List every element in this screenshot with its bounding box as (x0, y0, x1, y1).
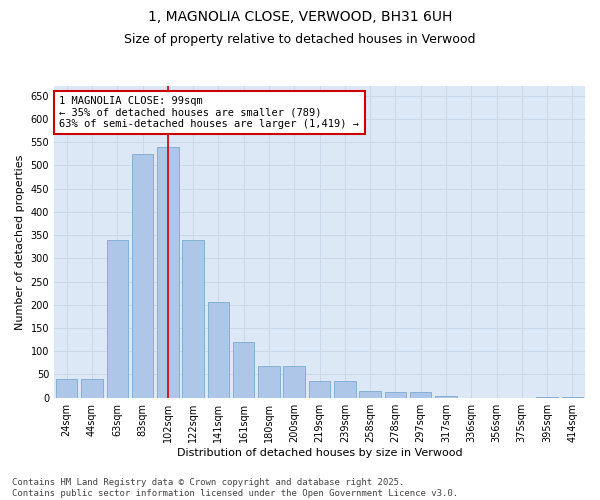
Y-axis label: Number of detached properties: Number of detached properties (15, 154, 25, 330)
Text: Contains HM Land Registry data © Crown copyright and database right 2025.
Contai: Contains HM Land Registry data © Crown c… (12, 478, 458, 498)
Bar (56, 379, 77, 398)
Bar (107, 240, 128, 398)
Bar (208, 302, 229, 398)
Bar (562, 397, 583, 398)
Text: 1, MAGNOLIA CLOSE, VERWOOD, BH31 6UH: 1, MAGNOLIA CLOSE, VERWOOD, BH31 6UH (148, 10, 452, 24)
Bar (410, 392, 431, 398)
Bar (536, 397, 558, 398)
Bar (283, 366, 305, 398)
Bar (359, 390, 381, 398)
Bar (258, 366, 280, 398)
Bar (334, 382, 356, 398)
Bar (132, 154, 153, 398)
Bar (233, 342, 254, 398)
Bar (157, 147, 179, 398)
Text: Size of property relative to detached houses in Verwood: Size of property relative to detached ho… (124, 32, 476, 46)
Bar (435, 396, 457, 398)
Bar (182, 240, 204, 398)
X-axis label: Distribution of detached houses by size in Verwood: Distribution of detached houses by size … (177, 448, 463, 458)
Bar (81, 379, 103, 398)
Text: 1 MAGNOLIA CLOSE: 99sqm
← 35% of detached houses are smaller (789)
63% of semi-d: 1 MAGNOLIA CLOSE: 99sqm ← 35% of detache… (59, 96, 359, 129)
Bar (385, 392, 406, 398)
Bar (309, 382, 330, 398)
